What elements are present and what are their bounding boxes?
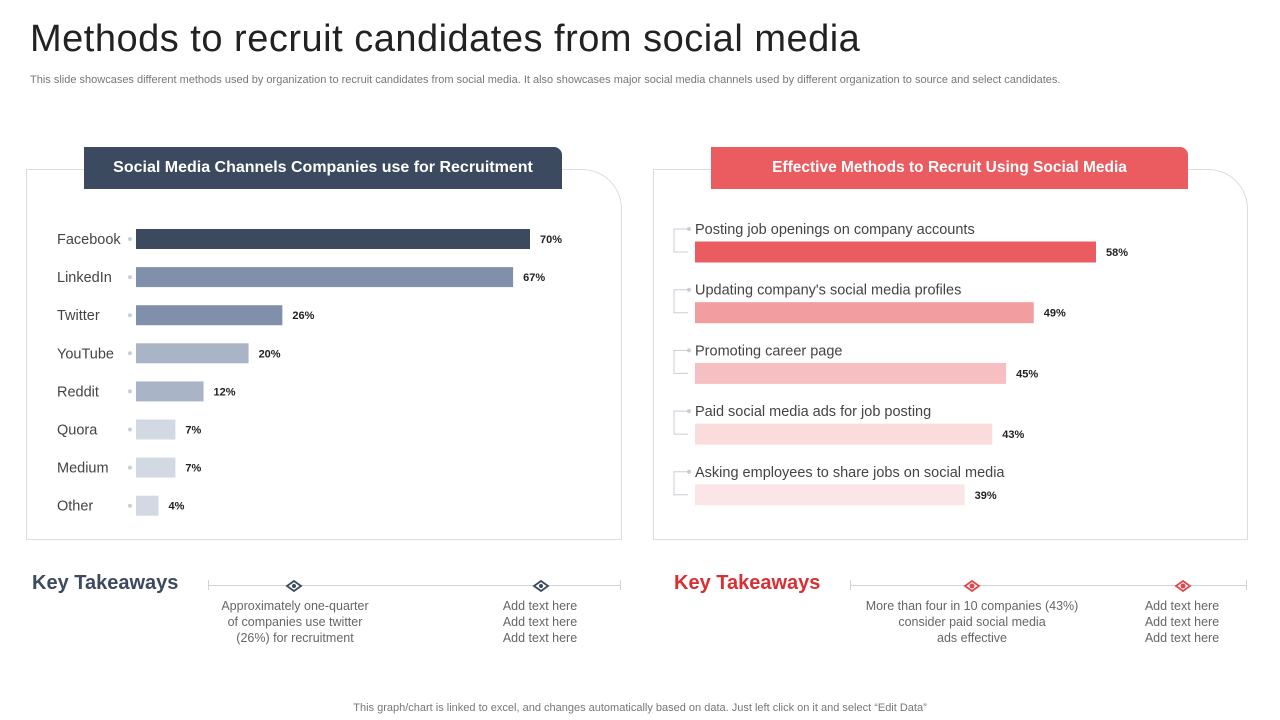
method-label: Updating company's social media profiles: [695, 283, 961, 299]
takeaway-marker-icon: [285, 579, 303, 593]
bar: [695, 423, 993, 445]
takeaway-tick: [1246, 580, 1247, 590]
method-label: Posting job openings on company accounts: [695, 222, 975, 238]
connector-line: [673, 471, 688, 496]
value-label: 58%: [1106, 247, 1128, 259]
bar: [695, 241, 1096, 263]
method-label: Promoting career page: [695, 343, 843, 359]
takeaway-marker-icon: [532, 579, 550, 593]
category-dot: [128, 503, 132, 508]
category-dot: [128, 351, 132, 356]
takeaway-text: Approximately one-quarter of companies u…: [221, 599, 369, 645]
key-takeaways-title-left: Key Takeaways: [32, 572, 179, 594]
bar: [136, 457, 176, 478]
category-label: LinkedIn: [57, 270, 112, 286]
value-label: 45%: [1016, 368, 1038, 380]
value-label: 7%: [185, 463, 201, 475]
takeaway-marker-icon: [963, 579, 981, 593]
method-dot: [687, 409, 691, 414]
category-dot: [128, 313, 132, 318]
category-label: Reddit: [57, 384, 99, 400]
value-label: 49%: [1044, 308, 1066, 320]
value-label: 4%: [169, 501, 185, 513]
category-dot: [128, 389, 132, 394]
page-subtitle: This slide showcases different methods u…: [30, 74, 1061, 86]
connector-line: [673, 228, 688, 253]
value-label: 12%: [214, 386, 236, 398]
connector-line: [673, 349, 688, 374]
bar: [695, 302, 1034, 324]
bar: [136, 419, 176, 440]
category-dot: [128, 275, 132, 280]
connector-line: [673, 289, 688, 314]
bar: [136, 381, 204, 402]
value-label: 20%: [259, 348, 281, 360]
method-dot: [687, 469, 691, 474]
value-label: 70%: [540, 234, 562, 246]
methods-panel: [653, 169, 1248, 540]
takeaway-text: Add text here Add text here Add text her…: [1144, 599, 1220, 645]
value-label: 7%: [185, 425, 201, 437]
takeaway-tick: [208, 580, 209, 590]
page-title: Methods to recruit candidates from socia…: [30, 18, 861, 60]
value-label: 67%: [523, 272, 545, 284]
category-dot: [128, 237, 132, 241]
method-dot: [687, 348, 691, 353]
value-label: 26%: [292, 310, 314, 322]
connector-line: [673, 410, 688, 435]
channels-banner: Social Media Channels Companies use for …: [84, 147, 562, 189]
category-label: Quora: [57, 423, 98, 439]
method-label: Paid social media ads for job posting: [695, 404, 931, 420]
bar: [136, 305, 283, 326]
takeaway-tick: [620, 580, 621, 590]
value-label: 43%: [1002, 429, 1024, 441]
bar: [136, 495, 159, 516]
takeaway-tick: [850, 580, 851, 590]
bar: [136, 343, 249, 364]
takeaway-line-right: [850, 585, 1246, 586]
value-label: 39%: [975, 490, 997, 502]
bar: [695, 362, 1007, 384]
method-label: Asking employees to share jobs on social…: [695, 465, 1005, 481]
takeaway-marker-icon: [1174, 579, 1192, 593]
bar: [136, 267, 514, 288]
category-label: Other: [57, 499, 93, 515]
method-dot: [687, 287, 691, 292]
takeaway-text: Add text here Add text here Add text her…: [502, 599, 578, 645]
bar: [136, 229, 530, 249]
bar: [695, 484, 965, 506]
category-label: Medium: [57, 461, 109, 477]
category-label: Facebook: [57, 232, 121, 248]
category-dot: [128, 465, 132, 470]
category-label: Twitter: [57, 308, 100, 324]
takeaway-text: More than four in 10 companies (43%) con…: [865, 599, 1079, 645]
key-takeaways-title-right: Key Takeaways: [674, 572, 821, 594]
footer-note: This graph/chart is linked to excel, and…: [353, 702, 927, 714]
method-dot: [687, 227, 691, 231]
category-label: YouTube: [57, 346, 114, 362]
category-dot: [128, 427, 132, 432]
takeaway-line-left: [208, 585, 620, 586]
methods-banner: Effective Methods to Recruit Using Socia…: [711, 147, 1188, 189]
